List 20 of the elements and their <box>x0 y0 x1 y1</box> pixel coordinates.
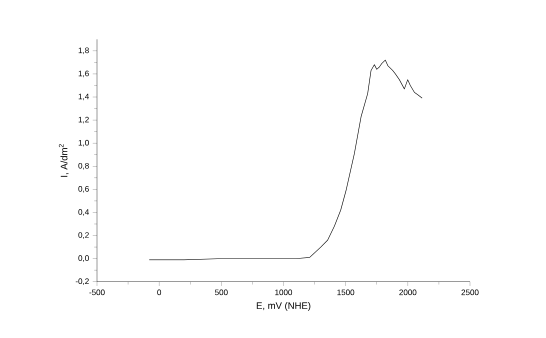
y-tick-label: 0,2 <box>78 232 89 239</box>
x-tick-label: 2000 <box>399 290 416 296</box>
x-tick-label: 2500 <box>462 290 479 296</box>
y-tick-label: 1,4 <box>78 94 89 100</box>
y-axis-title: I, A/dm$^{2}$ <box>58 144 69 177</box>
x-tick-label: 1500 <box>337 290 354 296</box>
x-tick-label: 1000 <box>275 290 292 296</box>
y-tick-label: 1,2 <box>78 116 89 124</box>
y-tick-label: 0,8 <box>78 162 89 170</box>
y-tick-label: 1,6 <box>78 70 89 78</box>
x-tick-label: 0 <box>157 290 162 296</box>
y-tick-label: 0,4 <box>78 209 89 216</box>
x-tick-label: 500 <box>214 290 228 296</box>
y-tick-label: 1,8 <box>78 48 89 54</box>
y-tick-label: 0,6 <box>78 186 89 193</box>
x-tick-label: -500 <box>89 290 105 296</box>
y-tick-label: -0,2 <box>76 278 89 285</box>
y-tick-label: 0,0 <box>78 255 89 262</box>
y-tick-label: 1,0 <box>78 140 89 146</box>
x-axis-title: E, mV (NHE) <box>256 302 310 311</box>
